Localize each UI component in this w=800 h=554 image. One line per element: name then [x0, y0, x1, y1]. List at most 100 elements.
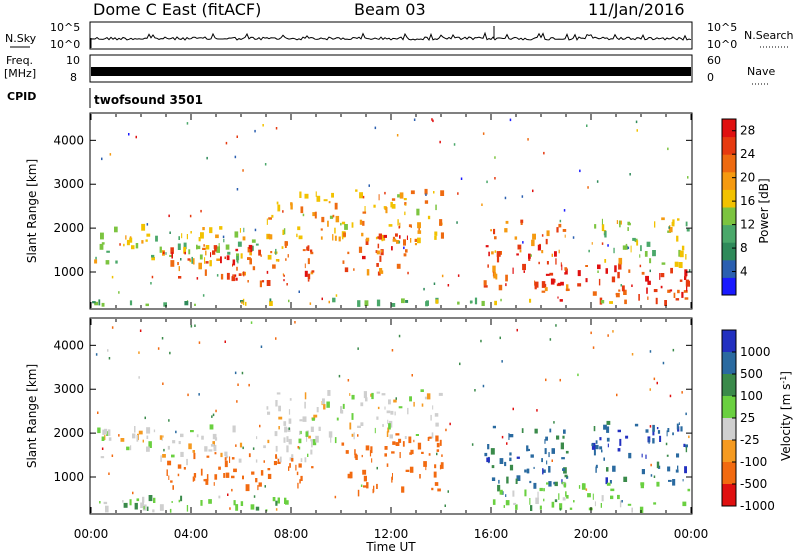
- echo-cell: [262, 280, 265, 283]
- echo-cell: [670, 267, 673, 274]
- echo-cell: [558, 223, 562, 228]
- echo-cell: [251, 471, 255, 475]
- echo-cell: [331, 192, 334, 198]
- echo-cell: [512, 267, 514, 274]
- echo-cell: [357, 434, 359, 437]
- colorbar-swatch: [722, 352, 736, 375]
- echo-cell: [638, 294, 640, 301]
- echo-cell: [588, 249, 590, 253]
- echo-cell: [492, 499, 496, 505]
- echo-cell: [98, 299, 101, 306]
- echo-cell: [240, 300, 244, 303]
- x-tick-labels: 00:00 04:00 08:00 12:00 16:00 20:00 00:00: [74, 527, 709, 541]
- nave-tick-bottom: 0: [707, 71, 714, 84]
- echo-cell: [404, 211, 406, 216]
- y-tick-label: 1000: [53, 265, 84, 279]
- echo-cell: [178, 236, 180, 240]
- echo-cell: [220, 452, 223, 458]
- echo-cell: [353, 268, 355, 271]
- echo-cell: [560, 442, 564, 450]
- echo-cell: [385, 207, 388, 214]
- echo-cell: [242, 298, 245, 306]
- echo-cell: [105, 260, 110, 265]
- echo-cell: [546, 460, 548, 465]
- y-tick-label: 3000: [53, 382, 84, 396]
- echo-cell: [233, 500, 236, 506]
- echo-cell: [592, 346, 595, 349]
- echo-cell: [366, 269, 370, 276]
- echo-cell: [630, 245, 632, 253]
- echo-cell: [183, 242, 187, 250]
- echo-cell: [543, 151, 545, 155]
- echo-cell: [563, 209, 566, 212]
- echo-cell: [664, 300, 667, 306]
- echo-cell: [201, 435, 204, 440]
- echo-cell: [515, 478, 518, 484]
- echo-cell: [129, 300, 133, 306]
- power-axes: 1000 2000 3000 4000: [53, 114, 692, 308]
- echo-cell: [678, 422, 680, 425]
- echo-cell: [224, 451, 228, 457]
- echo-cell: [590, 331, 592, 335]
- echo-cell: [304, 193, 309, 199]
- echo-cell: [645, 454, 647, 459]
- echo-cell: [509, 457, 512, 462]
- echo-cell: [395, 233, 398, 237]
- echo-cell: [614, 265, 617, 273]
- echo-cell: [532, 189, 534, 193]
- echo-cell: [434, 236, 437, 240]
- echo-cell: [660, 273, 665, 278]
- echo-cell: [621, 500, 623, 503]
- echo-cell: [318, 426, 321, 431]
- echo-cell: [198, 262, 202, 270]
- echo-cell: [542, 468, 544, 475]
- echo-cell: [297, 226, 301, 231]
- echo-cell: [283, 274, 285, 277]
- echo-cell: [600, 300, 605, 304]
- echo-cell: [297, 446, 299, 449]
- echo-cell: [623, 476, 628, 482]
- echo-cell: [439, 439, 442, 446]
- echo-cell: [354, 449, 356, 456]
- power-data-layer: [92, 118, 691, 307]
- echo-cell: [409, 396, 412, 402]
- echo-cell: [428, 436, 432, 439]
- echo-cell: [332, 297, 336, 303]
- echo-cell: [304, 270, 308, 277]
- echo-cell: [549, 428, 552, 433]
- echo-cell: [398, 438, 402, 443]
- echo-cell: [132, 433, 136, 439]
- echo-cell: [517, 244, 522, 250]
- echo-cell: [296, 471, 299, 476]
- echo-cell: [597, 264, 601, 270]
- echo-cell: [275, 454, 277, 459]
- echo-cell: [595, 440, 598, 444]
- echo-cell: [170, 480, 173, 483]
- echo-cell: [267, 468, 271, 471]
- echo-cell: [344, 224, 348, 230]
- echo-cell: [480, 339, 482, 343]
- echo-cell: [456, 221, 458, 224]
- echo-cell: [676, 235, 679, 242]
- echo-cell: [682, 501, 687, 507]
- echo-cell: [177, 464, 182, 469]
- echo-cell: [644, 251, 648, 257]
- echo-cell: [383, 235, 386, 241]
- echo-cell: [363, 391, 367, 399]
- echo-cell: [636, 129, 638, 132]
- echo-cell: [607, 443, 609, 448]
- echo-cell: [404, 202, 407, 206]
- echo-cell: [311, 466, 314, 469]
- echo-cell: [309, 302, 312, 305]
- echo-cell: [498, 284, 503, 291]
- echo-cell: [198, 341, 201, 344]
- echo-cell: [357, 489, 360, 497]
- echo-cell: [191, 256, 193, 264]
- echo-cell: [681, 391, 683, 394]
- echo-cell: [363, 475, 367, 482]
- echo-cell: [302, 213, 305, 217]
- echo-cell: [436, 442, 440, 448]
- echo-cell: [619, 438, 622, 446]
- echo-cell: [682, 479, 684, 482]
- echo-cell: [285, 258, 287, 261]
